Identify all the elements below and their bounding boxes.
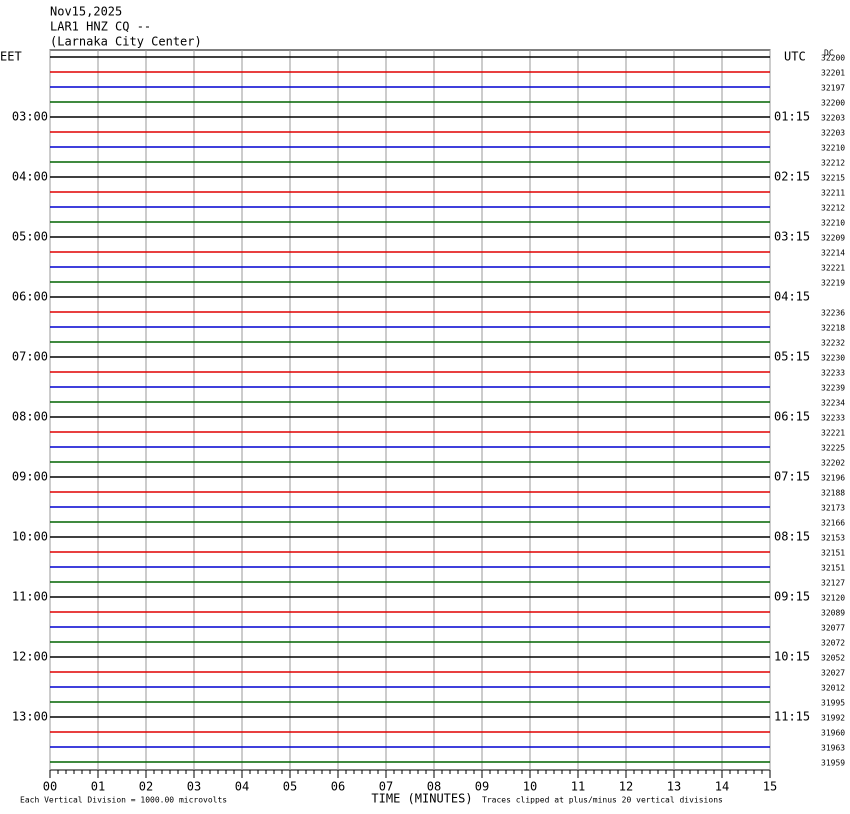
right-zone: UTC xyxy=(784,50,806,64)
row-count: 32072 xyxy=(821,639,845,648)
row-count: 32233 xyxy=(821,414,845,423)
left-time: 13:00 xyxy=(12,710,48,724)
row-count: 32232 xyxy=(821,339,845,348)
left-time: 06:00 xyxy=(12,290,48,304)
row-count: 31960 xyxy=(821,729,845,738)
left-zone: EET xyxy=(0,50,22,64)
row-count: 32212 xyxy=(821,159,845,168)
right-time: 07:15 xyxy=(774,470,810,484)
row-count: 32200 xyxy=(821,54,845,63)
row-count: 32077 xyxy=(821,624,845,633)
scale-note: Each Vertical Division = 1000.00 microvo… xyxy=(20,796,227,805)
right-time: 08:15 xyxy=(774,530,810,544)
row-count: 32210 xyxy=(821,144,845,153)
row-count: 32210 xyxy=(821,219,845,228)
left-time: 11:00 xyxy=(12,590,48,604)
row-count: 32203 xyxy=(821,114,845,123)
x-tick-label: 07 xyxy=(379,780,393,794)
right-time: 10:15 xyxy=(774,650,810,664)
x-tick-label: 15 xyxy=(763,780,777,794)
row-count: 32239 xyxy=(821,384,845,393)
x-tick-label: 13 xyxy=(667,780,681,794)
row-count: 32230 xyxy=(821,354,845,363)
row-count: 32212 xyxy=(821,204,845,213)
clip-note: Traces clipped at plus/minus 20 vertical… xyxy=(482,796,723,805)
row-count: 32188 xyxy=(821,489,845,498)
x-tick-label: 00 xyxy=(43,780,57,794)
row-count: 32218 xyxy=(821,324,845,333)
row-count: 31959 xyxy=(821,759,845,768)
row-count: 32209 xyxy=(821,234,845,243)
row-count: 32012 xyxy=(821,684,845,693)
right-time: 05:15 xyxy=(774,350,810,364)
left-time: 03:00 xyxy=(12,110,48,124)
row-count: 32196 xyxy=(821,474,845,483)
row-count: 32173 xyxy=(821,504,845,513)
x-tick-label: 10 xyxy=(523,780,537,794)
row-count: 32201 xyxy=(821,69,845,78)
left-time: 04:00 xyxy=(12,170,48,184)
date: Nov15,2025 xyxy=(50,5,122,19)
row-count: 32214 xyxy=(821,249,845,258)
left-time: 05:00 xyxy=(12,230,48,244)
x-tick-label: 05 xyxy=(283,780,297,794)
left-time: 10:00 xyxy=(12,530,48,544)
x-tick-label: 12 xyxy=(619,780,633,794)
row-count: 32151 xyxy=(821,549,845,558)
x-tick-label: 09 xyxy=(475,780,489,794)
row-count: 32203 xyxy=(821,129,845,138)
right-time: 04:15 xyxy=(774,290,810,304)
x-tick-label: 08 xyxy=(427,780,441,794)
x-tick-label: 06 xyxy=(331,780,345,794)
row-count: 31995 xyxy=(821,699,845,708)
row-count: 31963 xyxy=(821,744,845,753)
row-count: 31992 xyxy=(821,714,845,723)
x-tick-label: 11 xyxy=(571,780,585,794)
row-count: 32221 xyxy=(821,264,845,273)
row-count: 32225 xyxy=(821,444,845,453)
x-tick-label: 03 xyxy=(187,780,201,794)
location: (Larnaka City Center) xyxy=(50,35,202,49)
corner-label: DC xyxy=(824,49,834,58)
row-count: 32027 xyxy=(821,669,845,678)
right-time: 01:15 xyxy=(774,110,810,124)
row-count: 32234 xyxy=(821,399,845,408)
station: LAR1 HNZ CQ -- xyxy=(50,20,151,34)
row-count: 32120 xyxy=(821,594,845,603)
row-count: 32236 xyxy=(821,309,845,318)
right-time: 03:15 xyxy=(774,230,810,244)
right-time: 06:15 xyxy=(774,410,810,424)
row-count: 32153 xyxy=(821,534,845,543)
x-tick-label: 14 xyxy=(715,780,729,794)
row-count: 32166 xyxy=(821,519,845,528)
x-tick-label: 02 xyxy=(139,780,153,794)
row-count: 32151 xyxy=(821,564,845,573)
left-time: 09:00 xyxy=(12,470,48,484)
axis-title: TIME (MINUTES) xyxy=(371,792,472,806)
row-count: 32197 xyxy=(821,84,845,93)
right-time: 02:15 xyxy=(774,170,810,184)
plot-frame xyxy=(49,49,771,771)
right-time: 09:15 xyxy=(774,590,810,604)
row-count: 32215 xyxy=(821,174,845,183)
row-count: 32219 xyxy=(821,279,845,288)
x-tick-label: 04 xyxy=(235,780,249,794)
row-count: 32200 xyxy=(821,99,845,108)
left-time: 08:00 xyxy=(12,410,48,424)
row-count: 32221 xyxy=(821,429,845,438)
left-time: 12:00 xyxy=(12,650,48,664)
right-time: 11:15 xyxy=(774,710,810,724)
row-count: 32211 xyxy=(821,189,845,198)
row-count: 32233 xyxy=(821,369,845,378)
x-tick-label: 01 xyxy=(91,780,105,794)
row-count: 32052 xyxy=(821,654,845,663)
row-count: 32089 xyxy=(821,609,845,618)
row-count: 32127 xyxy=(821,579,845,588)
left-time: 07:00 xyxy=(12,350,48,364)
row-count: 32202 xyxy=(821,459,845,468)
